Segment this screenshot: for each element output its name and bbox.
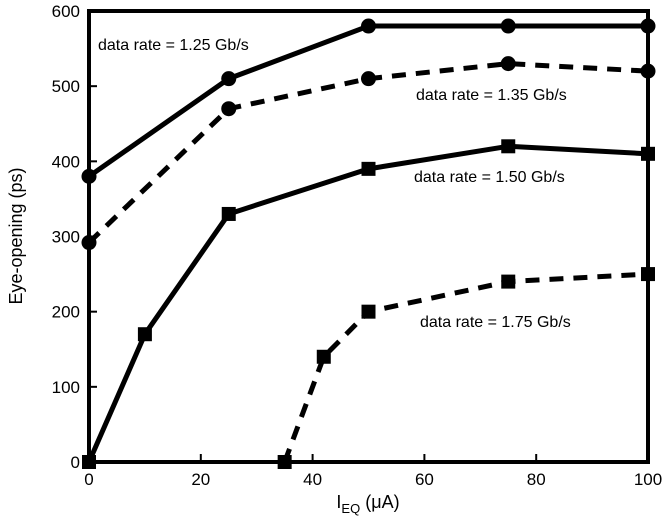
data-point: [221, 71, 237, 87]
y-tick-label: 400: [52, 152, 80, 171]
x-axis-title: IEQ (μA): [336, 492, 399, 516]
data-point: [361, 304, 376, 319]
y-tick-label: 200: [52, 303, 80, 322]
x-tick-label: 80: [527, 470, 546, 489]
series-4: [277, 267, 655, 469]
x-tick-label: 0: [84, 470, 93, 489]
data-point: [501, 274, 516, 289]
data-point: [361, 161, 376, 176]
data-point: [500, 56, 516, 72]
data-point: [361, 18, 376, 34]
data-point: [361, 71, 376, 87]
y-tick-label: 0: [71, 453, 80, 472]
data-point: [500, 18, 516, 34]
series-line: [86, 143, 649, 464]
data-point: [501, 139, 516, 154]
data-point: [221, 101, 237, 117]
x-tick-label: 60: [415, 470, 434, 489]
series-label: data rate = 1.35 Gb/s: [416, 87, 567, 104]
series-label: data rate = 1.25 Gb/s: [98, 37, 249, 54]
series-3: [82, 139, 655, 469]
series-label: data rate = 1.75 Gb/s: [420, 314, 571, 331]
series-line: [282, 271, 649, 463]
y-tick-label: 600: [52, 2, 80, 21]
y-tick-label: 300: [52, 228, 80, 247]
y-tick-label: 100: [52, 378, 80, 397]
data-point: [137, 327, 152, 342]
x-axis-title-unit: (μA): [360, 492, 399, 512]
series-2: [81, 56, 656, 251]
tick-layer: 0 20 40 60 80 100 0 100 200 300 400 500 600: [52, 2, 663, 489]
y-tick-label: 500: [52, 77, 80, 96]
x-tick-label: 20: [191, 470, 210, 489]
label-layer: data rate = 1.25 Gb/s data rate = 1.35 Gb…: [98, 37, 571, 331]
data-point: [221, 206, 236, 221]
y-axis-title: Eye-opening (ps): [6, 167, 26, 304]
series-layer: [81, 18, 656, 469]
x-tick-label: 100: [634, 470, 662, 489]
data-point: [316, 349, 331, 364]
x-axis-title-main: I: [336, 492, 341, 512]
x-tick-label: 40: [303, 470, 322, 489]
series-label: data rate = 1.50 Gb/s: [414, 169, 565, 186]
x-axis-title-subscript: EQ: [341, 501, 360, 516]
